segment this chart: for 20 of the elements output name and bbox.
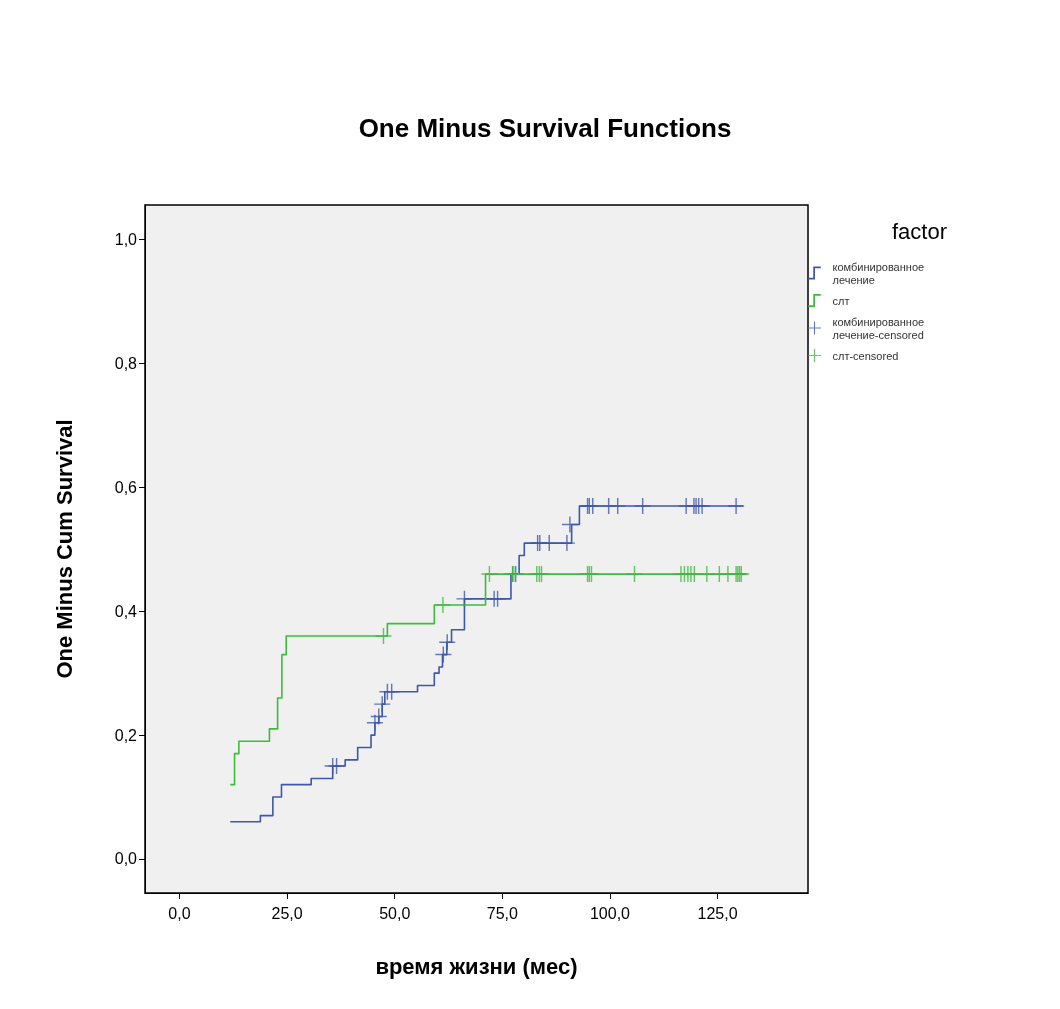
- legend-title: factor: [892, 218, 948, 244]
- x-tick-label: 125,0: [697, 904, 738, 922]
- y-axis-title: One Minus Cum Survival: [51, 419, 77, 679]
- legend-label: слт-censored: [832, 349, 899, 362]
- legend-label: комбинированное лечение-censored: [832, 315, 928, 341]
- y-tick-label: 0,0: [114, 850, 138, 868]
- x-tick-label: 100,0: [589, 904, 631, 922]
- y-tick-label: 0,2: [114, 726, 138, 744]
- chart-title: One Minus Survival Functions: [358, 113, 732, 143]
- x-tick-label: 75,0: [486, 904, 518, 922]
- y-tick-label: 0,8: [114, 355, 138, 373]
- legend-label: слт: [832, 294, 850, 307]
- legend-label: комбинированное лечение: [832, 260, 928, 286]
- x-tick-label: 0,0: [168, 904, 191, 922]
- y-tick-label: 1,0: [114, 231, 138, 249]
- x-axis-title: время жизни (мес): [375, 953, 578, 979]
- x-tick-label: 25,0: [271, 904, 303, 922]
- y-tick-label: 0,6: [114, 478, 138, 496]
- x-tick-label: 50,0: [379, 904, 411, 922]
- y-tick-label: 0,4: [114, 602, 138, 620]
